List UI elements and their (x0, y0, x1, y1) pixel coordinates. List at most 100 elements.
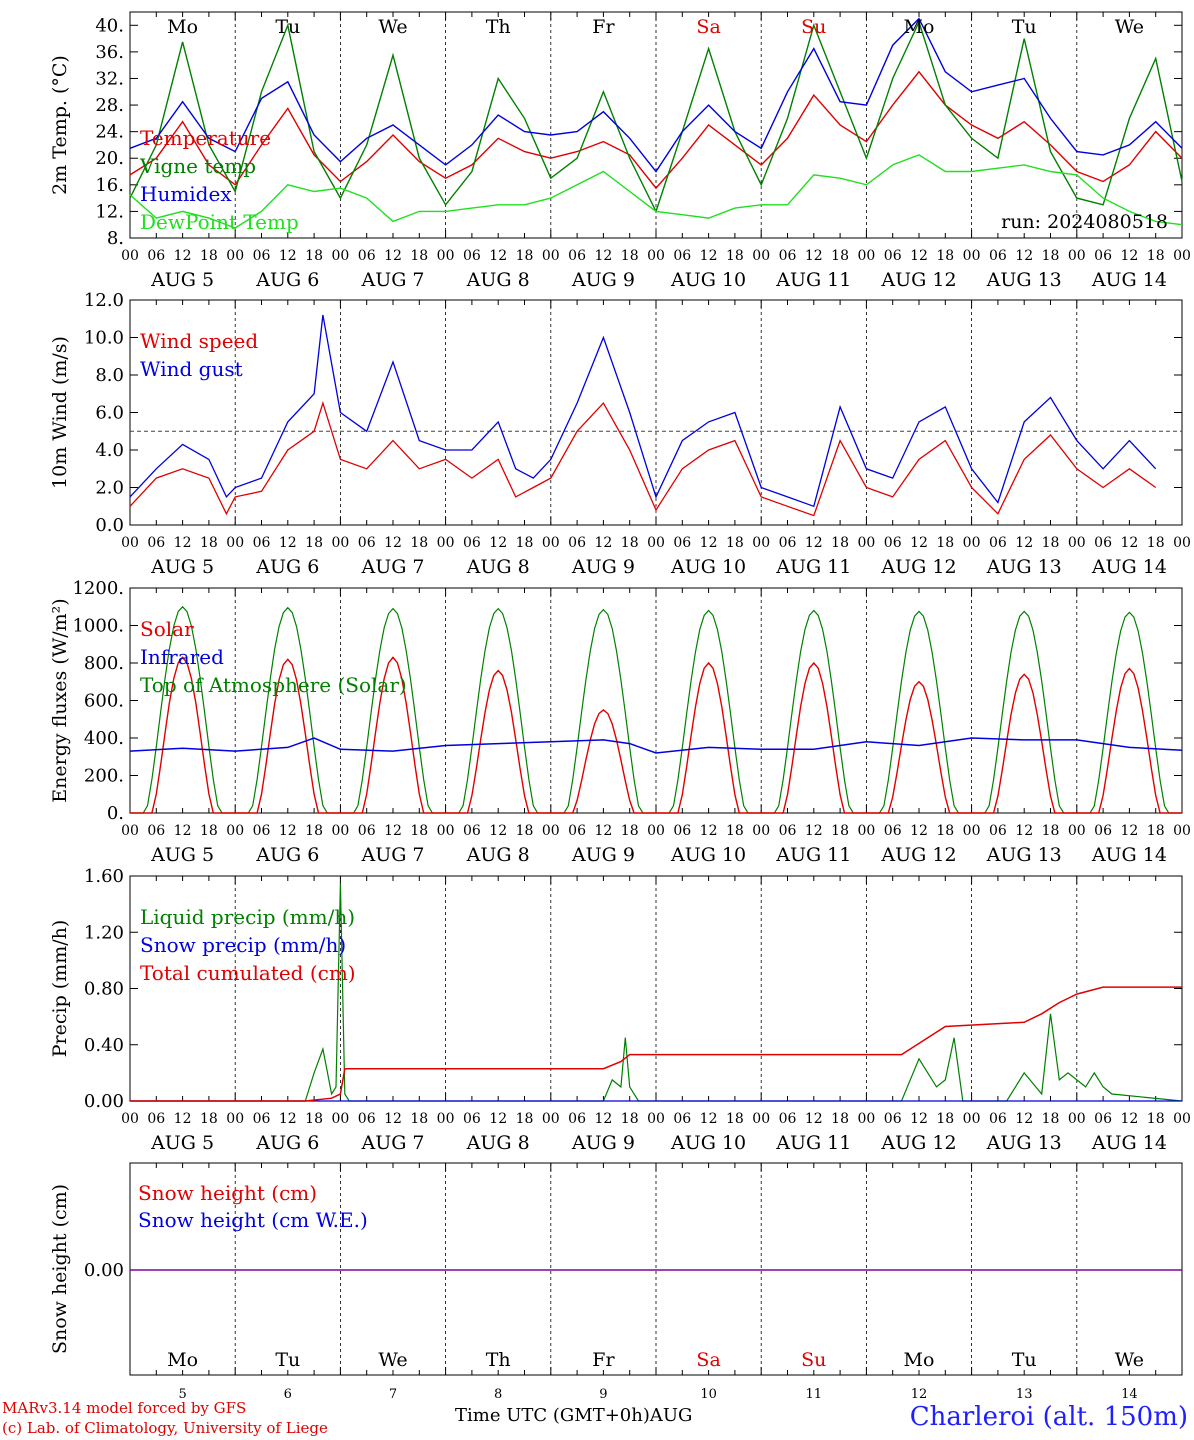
bottom-day-number: 7 (389, 1387, 397, 1402)
series-line (129, 70, 1183, 190)
hour-tick-label: 00 (1068, 1111, 1086, 1127)
legend-entry: Humidex (140, 182, 232, 206)
lab-credit: (c) Lab. of Climatology, University of L… (2, 1419, 328, 1437)
date-label: AUG 11 (775, 269, 851, 291)
hour-tick-label: 12 (594, 248, 612, 264)
hour-tick-label: 00 (226, 535, 244, 551)
hour-tick-label: 18 (621, 248, 639, 264)
hour-tick-label: 12 (910, 248, 928, 264)
legend-entry: Total cumulated (cm) (140, 961, 356, 985)
date-label: AUG 13 (986, 844, 1062, 866)
hour-tick-label: 18 (936, 535, 954, 551)
hour-tick-label: 00 (437, 1111, 455, 1127)
hour-tick-label: 12 (805, 1111, 823, 1127)
weekday-label: Mo (904, 16, 935, 38)
series-line (130, 986, 1182, 1102)
hour-tick-label: 18 (516, 823, 534, 839)
hour-tick-label: 00 (542, 535, 560, 551)
hour-tick-label: 18 (410, 1111, 428, 1127)
date-label: AUG 14 (1091, 556, 1167, 578)
hour-tick-label: 12 (489, 823, 507, 839)
hour-tick-label: 12 (1120, 823, 1138, 839)
y-tick-label: 16. (95, 175, 124, 196)
bottom-day-number: 8 (494, 1387, 502, 1402)
hour-tick-label: 18 (516, 535, 534, 551)
legend-entry: Solar (140, 617, 194, 641)
hour-tick-label: 12 (805, 248, 823, 264)
bottom-day-number: 6 (284, 1387, 292, 1402)
hour-tick-label: 12 (174, 535, 192, 551)
bottom-day-number: 5 (178, 1387, 186, 1402)
date-label: AUG 10 (670, 844, 746, 866)
hour-tick-label: 06 (989, 823, 1007, 839)
date-label: AUG 7 (360, 556, 424, 578)
date-label: AUG 8 (466, 556, 530, 578)
date-label: AUG 14 (1091, 1132, 1167, 1154)
hour-tick-label: 06 (147, 535, 165, 551)
hour-tick-label: 12 (279, 1111, 297, 1127)
y-tick-label: 1.20 (84, 922, 124, 943)
date-label: AUG 11 (775, 844, 851, 866)
weekday-label: Th (486, 1349, 511, 1371)
hour-tick-label: 06 (463, 1111, 481, 1127)
hour-tick-label: 06 (358, 1111, 376, 1127)
hour-tick-label: 12 (594, 823, 612, 839)
hour-tick-label: 06 (673, 823, 691, 839)
hour-tick-label: 12 (1120, 1111, 1138, 1127)
bottom-day-number: 13 (1016, 1387, 1033, 1402)
hour-tick-label: 12 (910, 823, 928, 839)
weekday-label: We (1115, 1349, 1144, 1371)
hour-tick-label: 00 (647, 823, 665, 839)
hour-tick-label: 00 (121, 1111, 139, 1127)
hour-tick-label: 06 (147, 1111, 165, 1127)
hour-tick-label: 00 (647, 535, 665, 551)
y-axis-label: Energy fluxes (W/m²) (49, 598, 71, 802)
hour-tick-label: 06 (147, 248, 165, 264)
weekday-label: Su (801, 1349, 826, 1371)
date-label: AUG 6 (255, 556, 319, 578)
weekday-label: Mo (167, 1349, 198, 1371)
hour-tick-label: 06 (779, 248, 797, 264)
date-label: AUG 12 (880, 1132, 956, 1154)
bottom-day-number: 9 (599, 1387, 607, 1402)
series-line (129, 314, 1157, 508)
hour-tick-label: 00 (437, 823, 455, 839)
hour-tick-label: 12 (384, 1111, 402, 1127)
hour-tick-label: 06 (1094, 1111, 1112, 1127)
date-label: AUG 7 (360, 1132, 424, 1154)
hour-tick-label: 12 (489, 1111, 507, 1127)
hour-tick-label: 12 (174, 823, 192, 839)
date-label: AUG 5 (150, 269, 214, 291)
hour-tick-label: 06 (253, 823, 271, 839)
series-line (129, 737, 1183, 754)
legend-entry: Snow height (cm) (138, 1181, 317, 1205)
series-line (129, 17, 1183, 173)
hour-tick-label: 18 (516, 1111, 534, 1127)
y-tick-label: 20. (95, 148, 124, 169)
hour-tick-label: 00 (121, 248, 139, 264)
y-tick-label: 12.0 (84, 290, 124, 311)
y-tick-label: 8. (107, 228, 124, 249)
hour-tick-label: 12 (279, 248, 297, 264)
hour-tick-label: 00 (752, 248, 770, 264)
hour-tick-label: 00 (752, 823, 770, 839)
series-line (130, 882, 1183, 1102)
y-tick-label: 200. (84, 766, 124, 787)
hour-tick-label: 00 (226, 248, 244, 264)
hour-tick-label: 18 (1147, 535, 1165, 551)
hour-tick-label: 06 (779, 1111, 797, 1127)
hour-tick-label: 12 (700, 1111, 718, 1127)
weekday-label: We (1115, 16, 1144, 38)
date-label: AUG 6 (255, 1132, 319, 1154)
hour-tick-label: 18 (516, 248, 534, 264)
date-label: AUG 12 (880, 844, 956, 866)
hour-tick-label: 18 (305, 1111, 323, 1127)
hour-tick-label: 06 (884, 535, 902, 551)
hour-tick-label: 18 (936, 1111, 954, 1127)
date-label: AUG 8 (466, 1132, 530, 1154)
hour-tick-label: 18 (621, 823, 639, 839)
hour-tick-label: 18 (410, 823, 428, 839)
hour-tick-label: 12 (910, 1111, 928, 1127)
hour-tick-label: 06 (358, 535, 376, 551)
hour-tick-label: 00 (963, 823, 981, 839)
